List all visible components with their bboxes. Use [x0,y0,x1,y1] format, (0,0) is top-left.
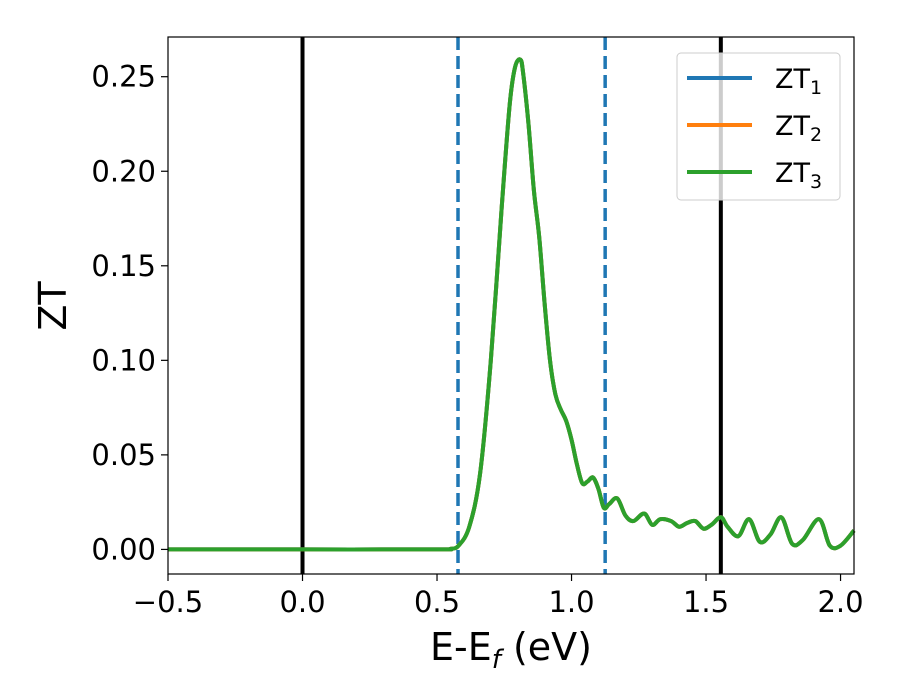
x-tick-label: 2.0 [817,585,863,619]
y-tick-label: 0.25 [91,60,156,94]
legend-box [676,52,841,201]
x-tick-label: 1.5 [683,585,729,619]
y-tick-label: 0.15 [91,249,156,283]
x-tick-label: 1.0 [548,585,594,619]
x-axis-label-unit: (eV) [501,625,592,669]
y-tick-label: 0.00 [91,532,156,566]
y-tick-label: 0.10 [91,343,156,377]
x-axis-label-main: E-E [430,625,492,669]
y-axis-ticks: 0.00 0.05 0.10 0.15 0.20 0.25 [91,60,168,566]
legend-label-zt1: ZT1 [775,64,822,99]
series-lines [167,57,856,552]
series-line-zt3 [167,57,856,552]
vertical-lines [300,37,723,574]
x-tick-label: −0.5 [133,585,203,619]
x-tick-label: 0.0 [279,585,325,619]
x-tick-label: 0.5 [414,585,460,619]
y-axis-label: ZT [31,281,75,331]
plot-frame [167,36,855,575]
legend-label-zt2: ZT2 [775,111,822,146]
y-tick-label: 0.05 [91,438,156,472]
legend: ZT1 ZT2 ZT3 [676,52,841,201]
legend-label-zt3: ZT3 [775,158,822,193]
x-axis-ticks: −0.5 0.0 0.5 1.0 1.5 2.0 [133,574,864,619]
x-axis-label: E-Ef (eV) [430,625,592,675]
y-tick-label: 0.20 [91,154,156,188]
